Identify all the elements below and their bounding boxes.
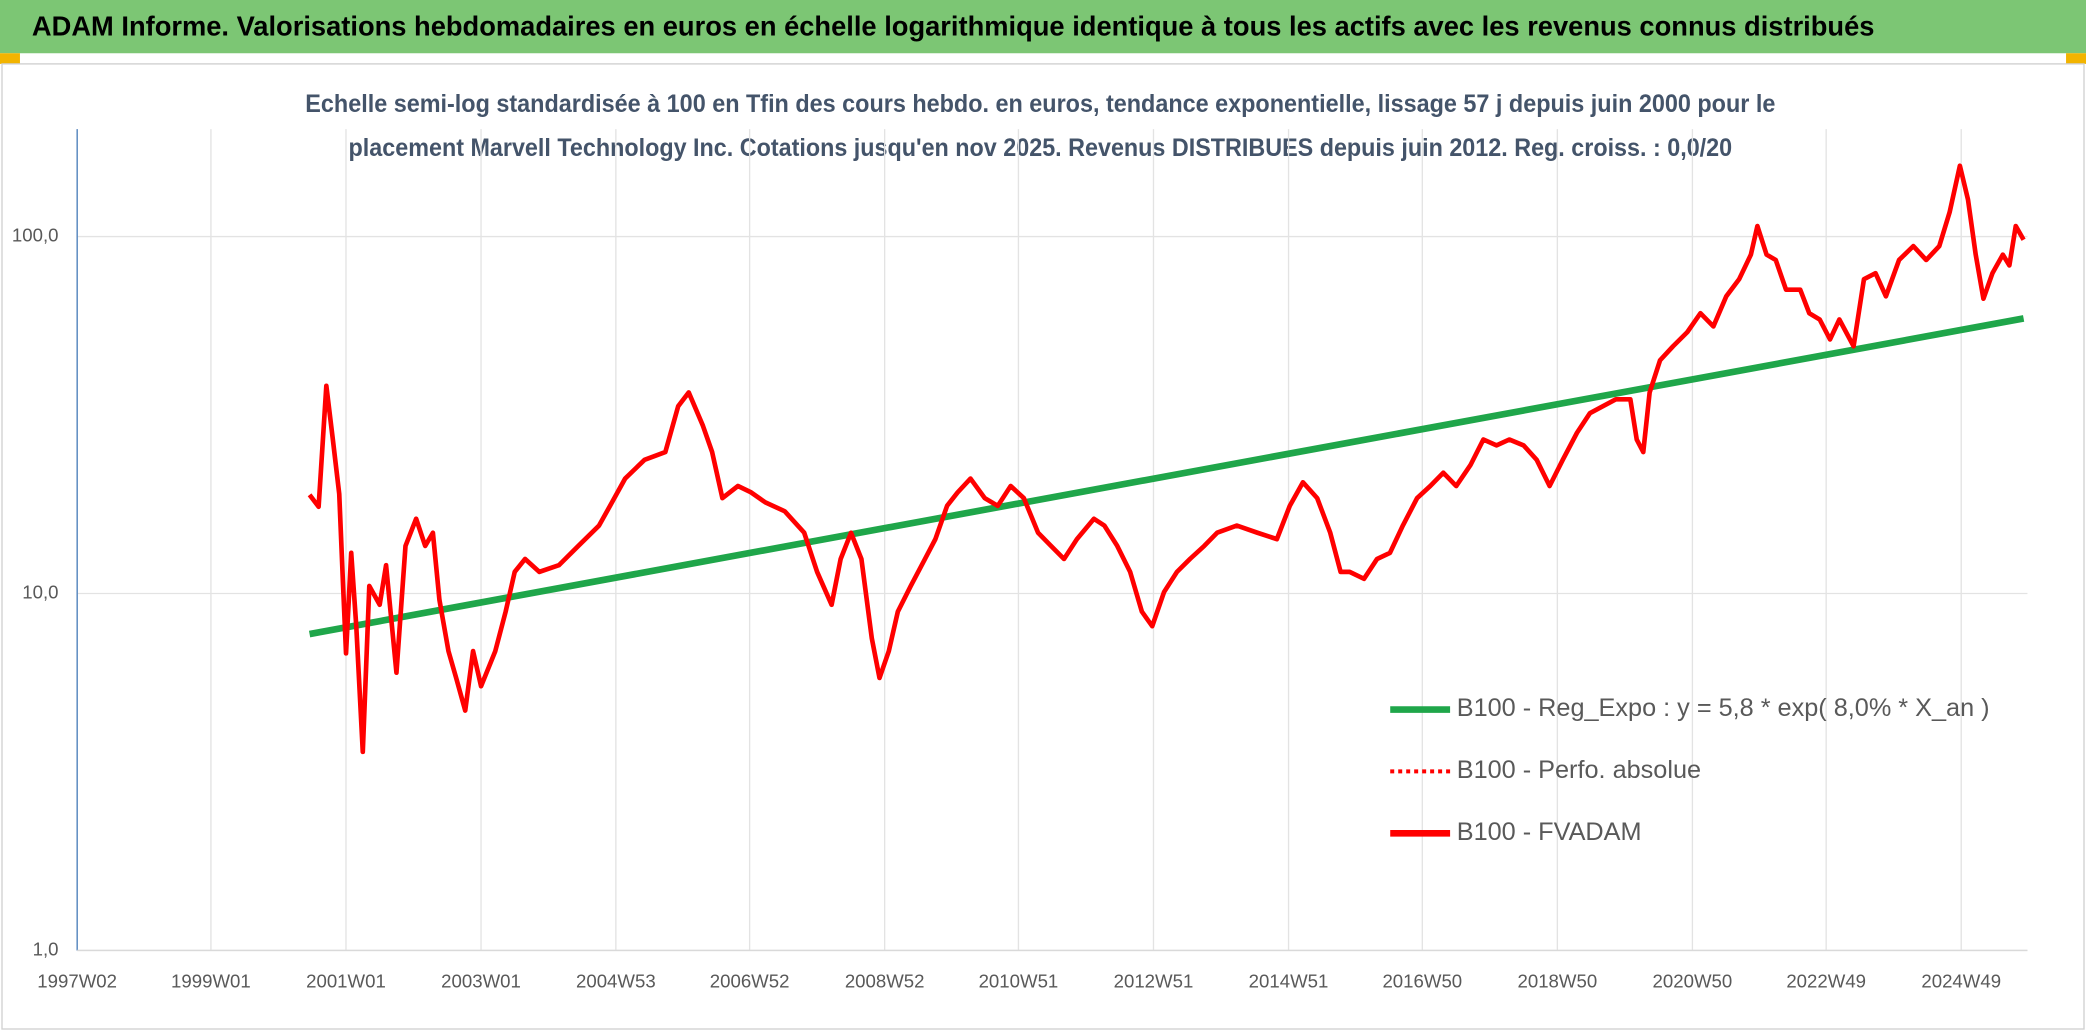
chart-subtitle: placement Marvell Technology Inc. Cotati… — [349, 134, 1733, 162]
y-tick-label: 10,0 — [22, 581, 58, 602]
x-tick-label: 1999W01 — [171, 970, 251, 991]
x-tick-label: 2006W52 — [710, 970, 790, 991]
corner-mark — [2066, 53, 2086, 64]
chart-frame — [1, 63, 2085, 1030]
chart-subtitle: Echelle semi-log standardisée à 100 en T… — [305, 90, 1775, 118]
x-tick-label: 2003W01 — [441, 970, 521, 991]
x-tick-label: 2014W51 — [1249, 970, 1329, 991]
x-tick-label: 2012W51 — [1114, 970, 1194, 991]
title-banner — [0, 0, 2086, 54]
x-tick-label: 2020W50 — [1653, 970, 1733, 991]
x-tick-label: 2001W01 — [306, 970, 386, 991]
y-tick-label: 100,0 — [12, 224, 59, 245]
x-tick-label: 2004W53 — [576, 970, 656, 991]
x-tick-label: 1997W02 — [37, 970, 117, 991]
legend-label: B100 - Perfo. absolue — [1457, 756, 1701, 784]
y-tick-label: 1,0 — [33, 938, 59, 959]
x-tick-label: 2016W50 — [1382, 970, 1462, 991]
legend-label: B100 - Reg_Expo : y = 5,8 * exp( 8,0% * … — [1457, 694, 1990, 722]
x-tick-label: 2018W50 — [1518, 970, 1598, 991]
x-tick-label: 2010W51 — [979, 970, 1059, 991]
series-line — [307, 163, 2026, 755]
x-tick-label: 2008W52 — [845, 970, 925, 991]
chart-title: ADAM Informe. Valorisations hebdomadaire… — [32, 10, 1875, 41]
legend-label: B100 - FVADAM — [1457, 818, 1642, 846]
x-tick-label: 2022W49 — [1786, 970, 1866, 991]
x-tick-label: 2024W49 — [1921, 970, 2001, 991]
corner-mark — [0, 53, 20, 64]
series-line — [308, 315, 2025, 638]
